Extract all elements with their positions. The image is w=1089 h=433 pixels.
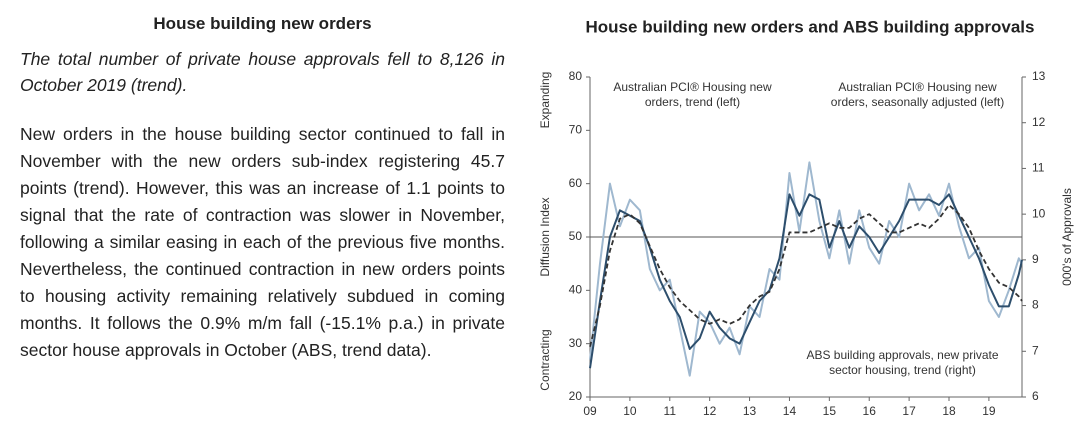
y-tick-label: 50 <box>569 229 583 243</box>
x-tick-label: 17 <box>902 404 916 418</box>
x-tick-label: 11 <box>664 404 677 418</box>
y-axis-label: Diffusion Index <box>538 197 552 276</box>
y2-tick-label: 12 <box>1032 115 1046 129</box>
series-label: ABS building approvals, new private sect… <box>806 348 999 377</box>
series-label: Australian PCI® Housing new orders, seas… <box>830 80 1005 109</box>
series-line <box>589 193 1023 369</box>
y2-tick-label: 11 <box>1032 161 1045 175</box>
series-line <box>589 204 1023 347</box>
series-line <box>589 161 1023 377</box>
y-lower-label: Contracting <box>538 329 552 390</box>
y-tick-label: 40 <box>569 283 583 297</box>
y-tick-label: 70 <box>569 123 583 137</box>
chart: House building new orders and ABS buildi… <box>538 17 1074 418</box>
y2-tick-label: 13 <box>1032 69 1046 83</box>
x-tick-label: 09 <box>583 404 597 418</box>
x-tick-label: 18 <box>942 404 956 418</box>
y-tick-label: 30 <box>569 336 583 350</box>
x-tick-label: 15 <box>823 404 837 418</box>
y2-tick-label: 9 <box>1032 252 1039 266</box>
y-upper-label: Expanding <box>538 72 552 129</box>
y-tick-label: 60 <box>569 176 583 190</box>
y2-tick-label: 8 <box>1032 298 1039 312</box>
body-text: New orders in the house building sector … <box>20 124 505 360</box>
x-tick-label: 10 <box>623 404 637 418</box>
section-title: House building new orders <box>153 14 372 33</box>
x-tick-label: 14 <box>783 404 797 418</box>
y2-tick-label: 7 <box>1032 343 1039 357</box>
y2-axis-label: 000's of Approvals <box>1060 188 1074 286</box>
x-tick-label: 12 <box>703 404 717 418</box>
chart-title: House building new orders and ABS buildi… <box>586 17 1035 36</box>
x-tick-label: 19 <box>982 404 996 418</box>
y2-tick-label: 10 <box>1032 206 1046 220</box>
x-tick-label: 16 <box>863 404 877 418</box>
intro-text: The total number of private house approv… <box>20 49 505 95</box>
y2-tick-label: 6 <box>1032 389 1039 403</box>
y-tick-label: 20 <box>569 389 583 403</box>
x-tick-label: 13 <box>743 404 757 418</box>
y-tick-label: 80 <box>569 69 583 83</box>
series-label: Australian PCI® Housing new orders, tren… <box>613 80 772 109</box>
